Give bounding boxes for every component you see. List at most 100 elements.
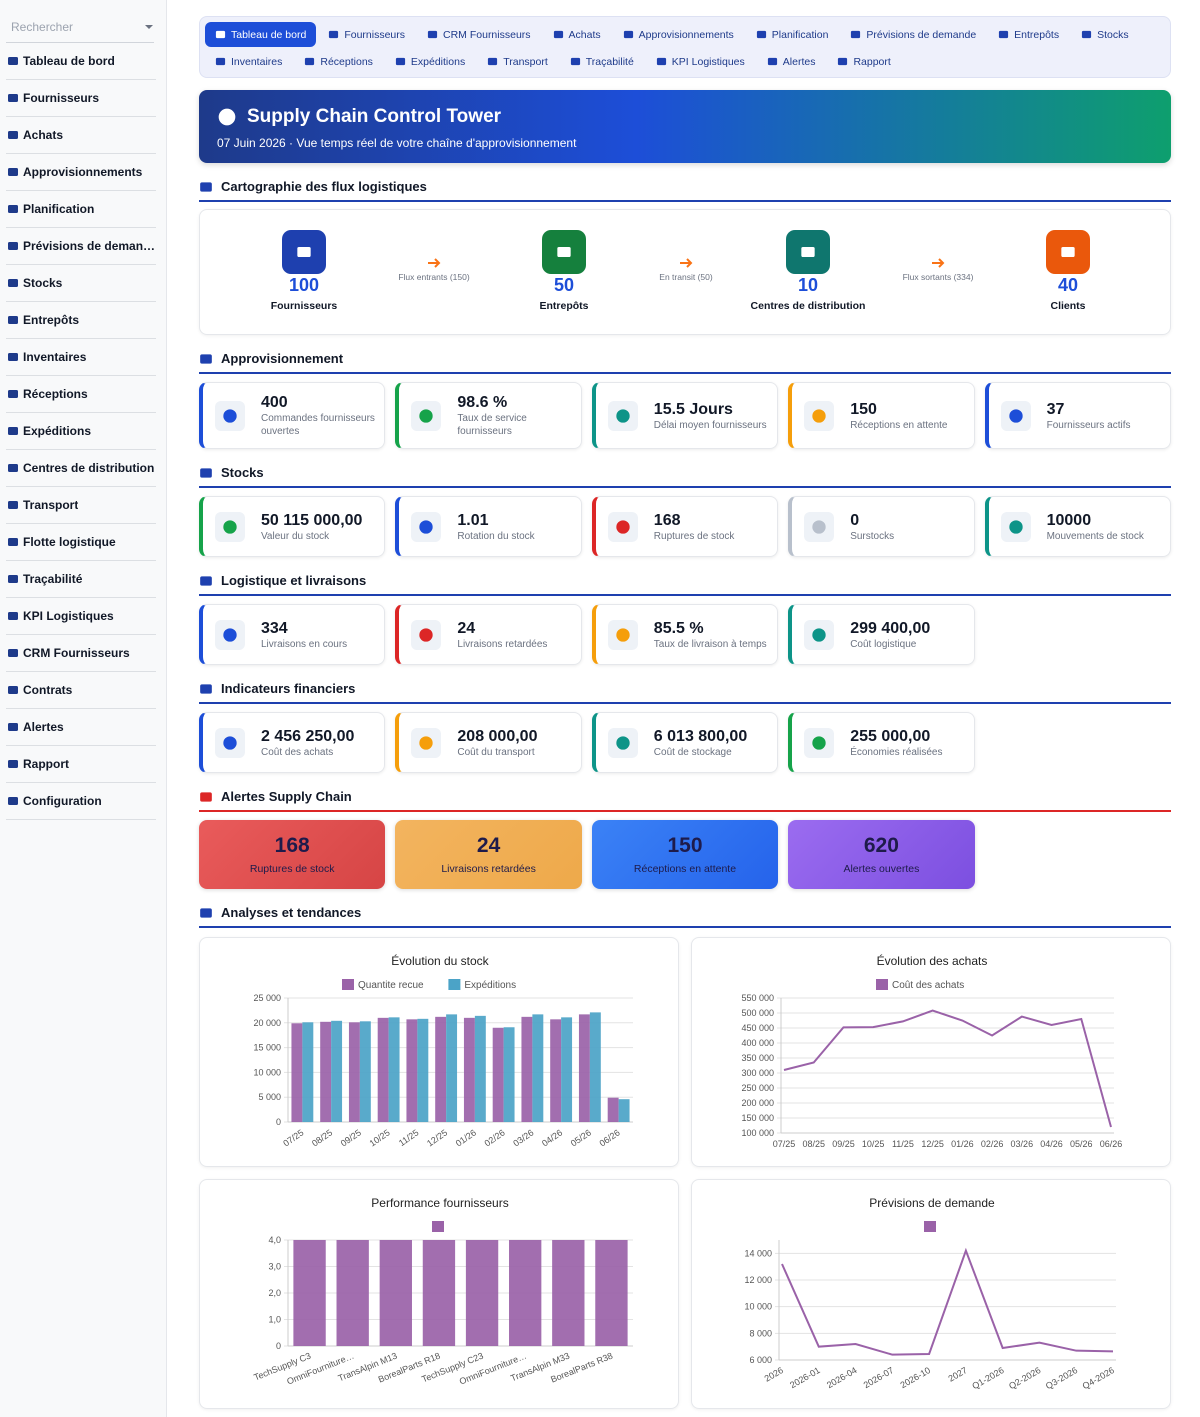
sidebar-item[interactable]: Transport — [6, 487, 156, 524]
icon-shape — [616, 627, 630, 642]
sidebar-item[interactable]: Inventaires — [6, 339, 156, 376]
sidebar-item[interactable]: Planification — [6, 191, 156, 228]
icon-shape — [419, 735, 434, 750]
kpi-icon — [607, 727, 638, 758]
icon — [215, 57, 226, 66]
flow-link: En transit (50) — [616, 256, 756, 282]
bar — [503, 1027, 515, 1122]
icon — [8, 390, 18, 398]
sidebar-label: Expéditions — [23, 424, 92, 438]
bar — [293, 1240, 326, 1346]
arrow-shape — [680, 258, 693, 268]
sidebar-item[interactable]: Réceptions — [6, 376, 156, 413]
sidebar-item[interactable]: Configuration — [6, 783, 156, 820]
nav-tab[interactable]: Entrepôts — [988, 22, 1069, 47]
flow-arrow — [932, 258, 945, 268]
y-tick-label: 450 000 — [741, 1023, 774, 1033]
icon — [223, 735, 237, 750]
sidebar-item[interactable]: Contrats — [6, 672, 156, 709]
x-tick-label: 2026-01 — [788, 1365, 822, 1390]
y-tick-label: 10 000 — [253, 1067, 281, 1077]
icon-shape — [8, 686, 18, 694]
flow-link-label: En transit (50) — [659, 272, 713, 282]
kpi-card: 0 Surstocks — [788, 496, 975, 557]
kpi-label: Économies réalisées — [850, 746, 943, 758]
sidebar-item[interactable]: Centres de distribution — [6, 450, 156, 487]
bar — [302, 1022, 314, 1122]
sidebar-item[interactable]: Tableau de bord — [6, 43, 156, 80]
alert-label: Ruptures de stock — [249, 863, 335, 875]
nav-tab[interactable]: Prévisions de demande — [840, 22, 986, 47]
kpi-icon — [607, 619, 638, 650]
kpi-value: 255 000,00 — [850, 727, 931, 745]
search-box[interactable]: Rechercher — [6, 12, 154, 43]
x-tick-label: 2027 — [947, 1365, 969, 1384]
sidebar-label: Planification — [23, 202, 95, 216]
sidebar-item[interactable]: CRM Fournisseurs — [6, 635, 156, 672]
nav-tab[interactable]: Inventaires — [205, 49, 292, 74]
y-tick-label: 6 000 — [749, 1355, 772, 1365]
kpi-grid: 50 115 000,00 Valeur du stock 1.01 Rotation… — [199, 496, 1171, 557]
icon — [616, 627, 630, 642]
sidebar-item[interactable]: Entrepôts — [6, 302, 156, 339]
sidebar-item[interactable]: Approvisionnements — [6, 154, 156, 191]
nav-tab[interactable]: Stocks — [1071, 22, 1139, 47]
bar — [446, 1014, 458, 1122]
bar — [589, 1012, 601, 1122]
nav-tab[interactable]: Transport — [477, 49, 558, 74]
bar — [463, 1017, 475, 1122]
legend-label: Quantite recue — [358, 980, 424, 991]
sidebar-item[interactable]: Expéditions — [6, 413, 156, 450]
top-nav: Tableau de bord Fournisseurs CRM Fournisse… — [199, 16, 1171, 78]
icon — [419, 408, 434, 423]
icon-shape — [8, 316, 18, 324]
bar — [492, 1027, 504, 1122]
flow-node: 10 Centres de distribution — [708, 230, 908, 312]
kpi-icon — [215, 727, 245, 758]
sidebar-item[interactable]: Achats — [6, 117, 156, 154]
sidebar-item[interactable]: KPI Logistiques — [6, 598, 156, 635]
bar — [465, 1240, 499, 1346]
nav-tab[interactable]: Réceptions — [294, 49, 383, 74]
sidebar-item[interactable]: Alertes — [6, 709, 156, 746]
icon — [419, 519, 434, 534]
sidebar-label: Réceptions — [23, 387, 88, 401]
nav-tab[interactable]: Tableau de bord — [205, 22, 317, 47]
nav-tab[interactable]: Approvisionnements — [613, 22, 744, 47]
nav-tab[interactable]: Traçabilité — [560, 49, 644, 74]
sidebar-label: Fournisseurs — [23, 91, 100, 105]
nav-tab-label: Prévisions de demande — [866, 28, 977, 41]
chart: Évolution des achats Coût des achats 100 0… — [741, 953, 1122, 1149]
kpi-icon — [1000, 511, 1031, 542]
icon — [1008, 519, 1023, 534]
kpi-icon — [411, 400, 442, 431]
nav-tab[interactable]: KPI Logistiques — [646, 49, 755, 74]
kpi-card: 24 Livraisons retardées — [395, 604, 582, 665]
section-title: Stocks — [199, 465, 1171, 488]
x-tick-label: 01/26 — [454, 1127, 478, 1148]
icon — [8, 686, 18, 694]
nav-tab[interactable]: Planification — [746, 22, 839, 47]
icon — [8, 501, 18, 509]
sidebar-item[interactable]: Stocks — [6, 265, 156, 302]
y-tick-label: 8 000 — [749, 1328, 772, 1338]
nav-tab[interactable]: Rapport — [827, 49, 900, 74]
y-tick-label: 2,0 — [268, 1288, 281, 1298]
nav-tab[interactable]: Achats — [543, 22, 611, 47]
sidebar-item[interactable]: Rapport — [6, 746, 156, 783]
nav-tab-label: Stocks — [1097, 28, 1129, 41]
sidebar-item[interactable]: Prévisions de deman… — [6, 228, 156, 265]
y-tick-label: 350 000 — [741, 1053, 774, 1063]
kpi-card: 98.6 % Taux de service fournisseurs — [395, 382, 582, 449]
y-tick-label: 20 000 — [253, 1018, 281, 1028]
sidebar-item[interactable]: Traçabilité — [6, 561, 156, 598]
nav-tab[interactable]: CRM Fournisseurs — [417, 22, 541, 47]
nav-tab[interactable]: Alertes — [757, 49, 826, 74]
icon-shape — [812, 519, 826, 534]
flow-node-value: 100 — [288, 275, 320, 295]
nav-tab[interactable]: Fournisseurs — [318, 22, 415, 47]
icon — [812, 627, 826, 642]
sidebar-item[interactable]: Flotte logistique — [6, 524, 156, 561]
sidebar-item[interactable]: Fournisseurs — [6, 80, 156, 117]
nav-tab[interactable]: Expéditions — [385, 49, 475, 74]
